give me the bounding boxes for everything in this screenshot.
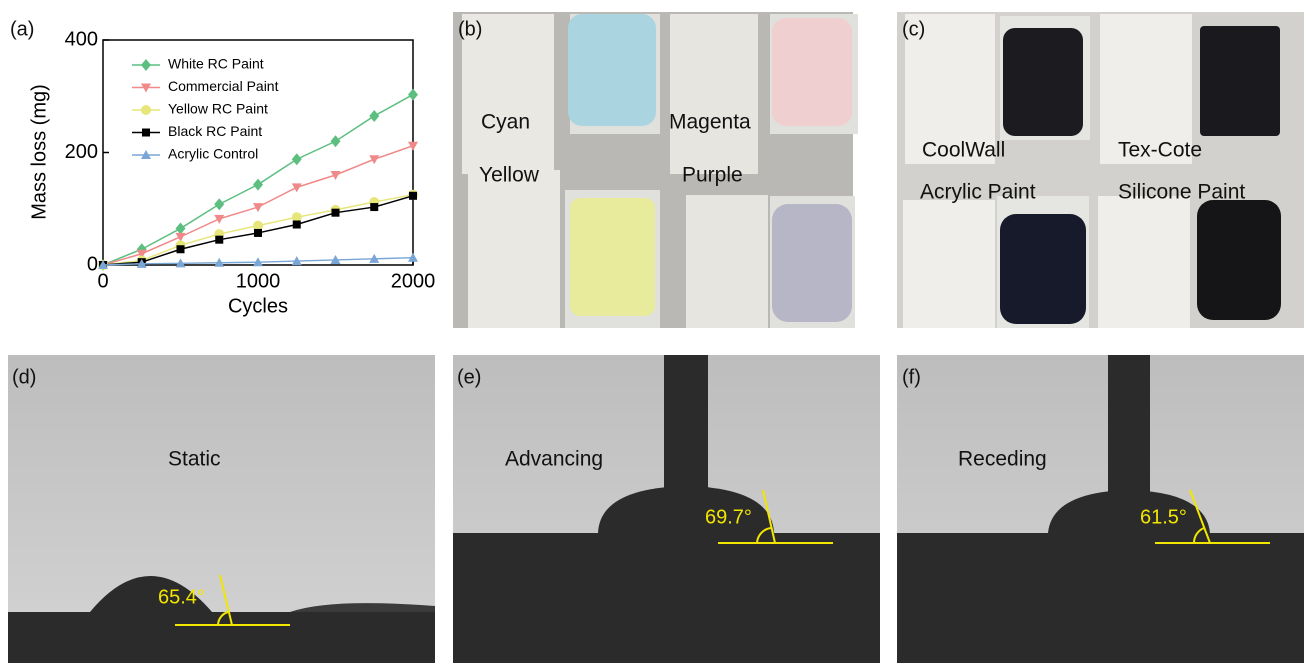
marker (253, 179, 263, 191)
x-tick-label: 1000 (236, 270, 281, 292)
legend-label: Yellow RC Paint (168, 101, 268, 117)
legend-marker (141, 59, 151, 71)
marker (292, 183, 302, 192)
y-tick-label: 200 (65, 141, 98, 163)
marker (408, 89, 418, 101)
photo-c (897, 12, 1304, 328)
marker (176, 222, 186, 234)
marker (332, 209, 340, 217)
legend-marker (141, 105, 151, 115)
panel-label: (f) (902, 366, 921, 388)
panel-label: (c) (902, 18, 925, 40)
panel-label: (a) (10, 18, 34, 40)
angle-label: 69.7° (705, 506, 752, 528)
legend-label: Black RC Paint (168, 123, 262, 139)
y-axis-label: Mass loss (mg) (28, 84, 50, 220)
y-tick-label: 0 (87, 253, 98, 275)
marker (215, 236, 223, 244)
photo-d (8, 355, 435, 663)
angle-label: 61.5° (1140, 506, 1187, 528)
legend-label: Acrylic Control (168, 146, 258, 162)
sample-label: CoolWall (922, 139, 1005, 162)
sample-label: Cyan (481, 111, 530, 134)
panel-label: (b) (458, 18, 482, 40)
legend-label: Commercial Paint (168, 78, 279, 94)
panel-label: (e) (457, 366, 481, 388)
sample-label: Acrylic Paint (920, 181, 1036, 204)
marker (409, 192, 417, 200)
page: (a) (b) Cyan Magenta Yellow Purple (c) C… (0, 0, 1304, 663)
sample-label: Yellow (479, 164, 540, 187)
panel-label: (d) (12, 366, 36, 388)
sample-label: Magenta (669, 111, 751, 134)
marker (292, 153, 302, 165)
mode-label: Receding (958, 448, 1047, 471)
y-tick-label: 400 (65, 28, 98, 50)
marker (177, 245, 185, 253)
marker (214, 198, 224, 210)
marker (331, 135, 341, 147)
mode-label: Static (168, 448, 221, 471)
marker (214, 215, 224, 224)
marker (254, 229, 262, 237)
angle-label: 65.4° (158, 586, 205, 608)
marker (293, 221, 301, 229)
legend-label: White RC Paint (168, 56, 264, 72)
marker (370, 203, 378, 211)
x-axis-label: Cycles (228, 295, 288, 317)
photo-e (453, 355, 880, 663)
legend-marker (142, 129, 150, 137)
mode-label: Advancing (505, 448, 603, 471)
sample-label: Silicone Paint (1118, 181, 1245, 204)
sample-label: Purple (682, 164, 743, 187)
x-tick-label: 0 (97, 270, 108, 292)
marker (369, 155, 379, 164)
photo-f (897, 355, 1304, 663)
marker (369, 110, 379, 122)
sample-label: Tex-Cote (1118, 139, 1202, 162)
figure: (a) (b) Cyan Magenta Yellow Purple (c) C… (0, 0, 1304, 663)
x-tick-label: 2000 (391, 270, 436, 292)
